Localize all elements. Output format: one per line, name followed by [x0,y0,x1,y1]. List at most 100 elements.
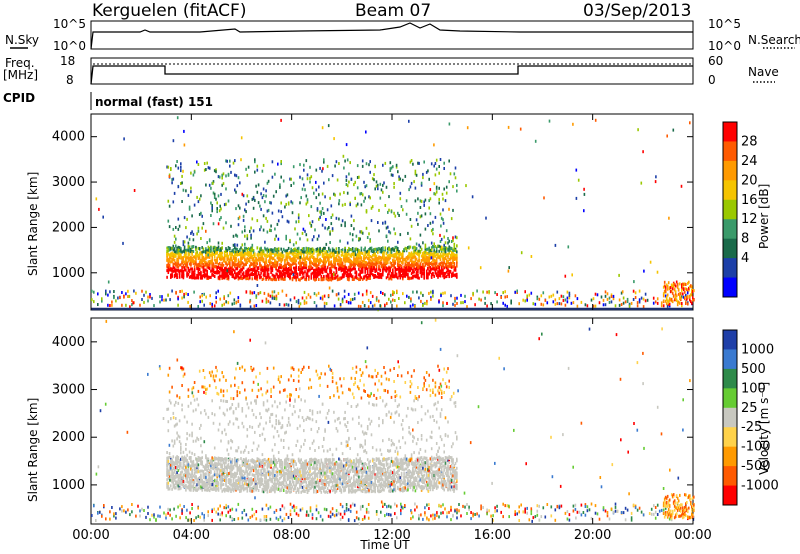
data-cell [382,263,384,267]
data-cell [175,400,177,404]
data-cell [247,273,250,277]
data-cell [683,287,685,291]
data-cell [334,164,336,168]
data-cell [448,180,450,184]
data-cell [274,172,276,176]
data-cell [632,289,635,293]
data-cell [251,217,254,221]
data-cell [262,214,265,218]
data-cell [445,275,448,278]
data-cell [97,292,99,296]
data-cell [300,249,302,252]
data-cell [206,161,208,165]
data-cell [266,249,269,253]
data-cell [297,261,300,265]
data-cell [198,260,201,264]
data-cell [101,299,103,303]
data-cell [308,267,310,271]
data-cell [365,292,368,296]
data-cell [392,271,394,275]
data-cell [187,300,189,304]
data-cell [264,254,266,258]
data-cell [185,472,187,476]
data-cell [275,261,277,265]
data-cell [202,259,205,262]
data-cell [290,265,292,269]
data-cell [456,275,458,279]
data-cell [361,293,364,297]
data-cell [323,181,325,185]
data-cell [564,298,567,302]
data-cell [393,261,395,265]
data-cell [289,272,291,276]
data-cell [305,159,308,163]
data-cell [237,264,240,268]
data-cell [292,165,295,169]
data-cell [303,275,305,279]
data-cell [681,295,683,299]
data-cell [172,227,175,231]
data-cell [289,276,291,280]
data-cell [423,265,425,269]
data-cell [434,173,437,177]
data-cell [349,301,352,305]
data-cell [183,472,186,476]
data-cell [225,268,227,272]
data-cell [241,272,244,276]
data-cell [318,248,320,252]
data-cell [213,304,216,308]
data-cell [325,218,327,221]
data-cell [418,161,420,165]
data-cell [404,174,407,178]
data-cell [292,262,295,265]
data-cell [672,294,675,298]
data-cell [168,267,171,271]
data-cell [530,291,533,295]
data-cell [168,259,171,263]
data-cell [363,304,366,308]
data-cell [389,261,392,265]
data-cell [235,301,238,305]
data-cell [285,254,287,258]
data-cell [180,269,182,273]
data-cell [358,175,360,179]
data-cell [315,277,318,281]
data-cell [437,244,439,248]
data-cell [166,253,168,257]
data-cell [356,164,359,168]
plot-frame [90,317,694,525]
data-cell [419,267,422,271]
data-cell [286,262,289,265]
data-cell [359,275,361,279]
data-cell [303,258,305,262]
data-cell [445,263,448,267]
data-cell [218,267,221,270]
data-cell [291,201,294,205]
data-cell [185,268,187,272]
data-cell [371,268,374,272]
data-cell [275,267,277,271]
data-cell [546,301,549,305]
data-cell [284,272,286,276]
data-cell [218,257,221,261]
data-cell [329,255,331,259]
data-cell [306,257,309,261]
data-cell [180,255,182,259]
data-cell [284,259,286,263]
data-cell [318,251,320,255]
data-cell [173,470,176,474]
data-cell [185,465,187,469]
data-cell [407,263,409,266]
data-cell [409,185,412,189]
data-cell [338,199,341,203]
data-cell [417,259,419,263]
data-cell [183,250,186,254]
data-cell [425,170,428,174]
data-cell [333,248,335,252]
data-cell [187,266,190,270]
data-cell [180,442,182,446]
data-cell [397,257,399,261]
data-cell [564,274,567,278]
data-cell [203,162,206,165]
data-cell [167,487,170,491]
